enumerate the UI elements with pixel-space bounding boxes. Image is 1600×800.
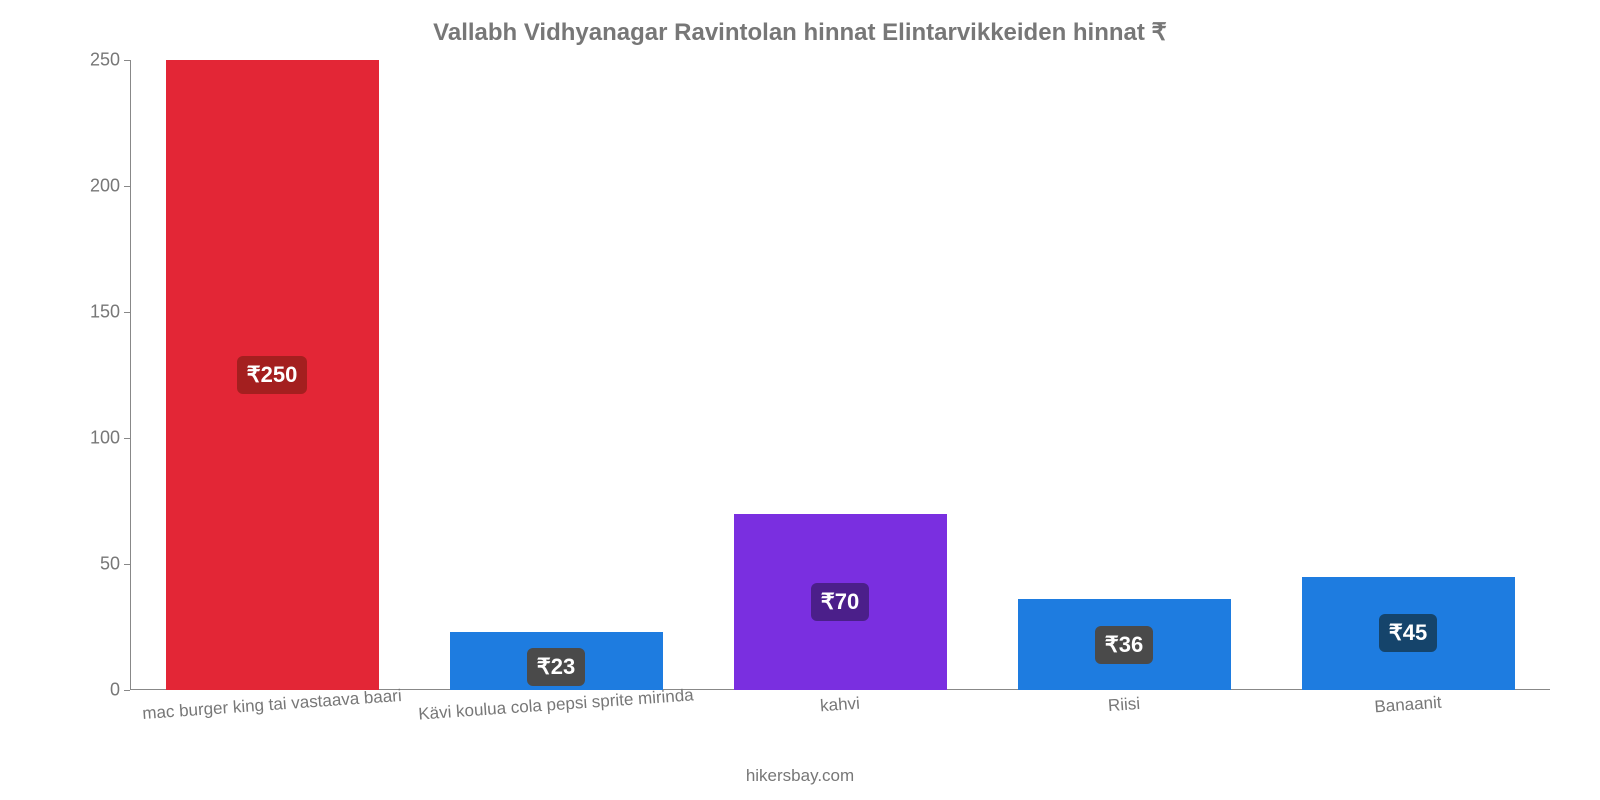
- y-tick-label: 200: [90, 176, 120, 197]
- bar: ₹45: [1302, 577, 1515, 690]
- y-tick-label: 100: [90, 428, 120, 449]
- bar: ₹250: [166, 60, 379, 690]
- bar-slot: ₹45: [1266, 60, 1550, 690]
- x-axis-label: kahvi: [820, 694, 861, 717]
- bar-slot: ₹70: [698, 60, 982, 690]
- y-tick-label: 50: [100, 554, 120, 575]
- bar-slot: ₹250: [130, 60, 414, 690]
- bar-slot: ₹36: [982, 60, 1266, 690]
- x-axis-label: Banaanit: [1374, 693, 1442, 718]
- x-axis-label: mac burger king tai vastaava baari: [142, 686, 403, 724]
- x-axis-label: Kävi koulua cola pepsi sprite mirinda: [418, 685, 695, 724]
- bar-value-label: ₹250: [237, 356, 308, 394]
- chart-plot-area: 050100150200250 ₹250₹23₹70₹36₹45: [130, 60, 1550, 690]
- y-tick-label: 150: [90, 302, 120, 323]
- bar: ₹36: [1018, 599, 1231, 690]
- bar-value-label: ₹36: [1095, 626, 1153, 664]
- bars-group: ₹250 ₹23 ₹70 ₹36 ₹45: [130, 60, 1550, 690]
- bar-slot: ₹23: [414, 60, 698, 690]
- chart-source: hikersbay.com: [0, 766, 1600, 786]
- bar-value-label: ₹23: [527, 648, 585, 686]
- y-tick-mark: [124, 690, 130, 691]
- y-tick-label: 0: [110, 680, 120, 701]
- bar: ₹23: [450, 632, 663, 690]
- x-axis-label: Riisi: [1107, 694, 1140, 716]
- chart-title: Vallabh Vidhyanagar Ravintolan hinnat El…: [0, 0, 1600, 47]
- y-tick-label: 250: [90, 50, 120, 71]
- bar-value-label: ₹45: [1379, 614, 1437, 652]
- bar-value-label: ₹70: [811, 583, 869, 621]
- bar: ₹70: [734, 514, 947, 690]
